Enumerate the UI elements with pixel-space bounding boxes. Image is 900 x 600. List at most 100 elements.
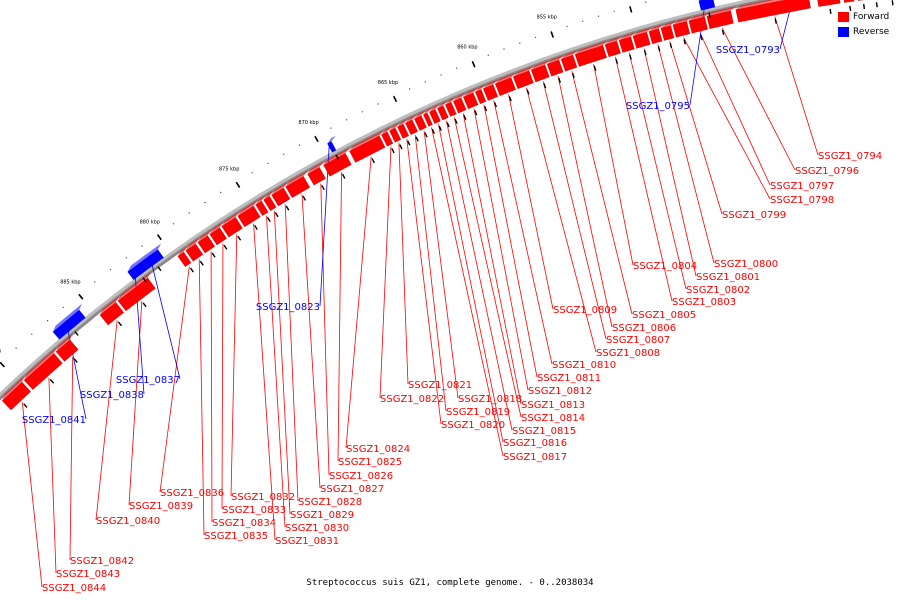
gene-label[interactable]: SSGZ1_0812 <box>528 386 592 397</box>
gene-ssgz1-0844[interactable] <box>1 375 32 411</box>
gene-ssgz1-0807[interactable] <box>530 59 550 89</box>
gene-label[interactable]: SSGZ1_0829 <box>290 510 354 521</box>
gene-forward-unlabeled[interactable] <box>816 0 844 14</box>
gene-label[interactable]: SSGZ1_0802 <box>686 285 750 296</box>
gene-ssgz1-0828[interactable] <box>271 182 291 211</box>
gene-ssgz1-0835[interactable] <box>185 237 204 266</box>
gene-label[interactable]: SSGZ1_0817 <box>503 452 567 463</box>
gene-ssgz1-0821[interactable] <box>388 122 403 150</box>
gene-forward-unlabeled[interactable] <box>856 0 872 10</box>
gene-ssgz1-0834[interactable] <box>197 229 216 258</box>
gene-ssgz1-0823[interactable] <box>327 135 339 160</box>
gene-label[interactable]: SSGZ1_0843 <box>56 569 120 580</box>
gene-ssgz1-0796[interactable] <box>706 6 737 36</box>
gene-ssgz1-0832[interactable] <box>221 211 243 241</box>
gene-ssgz1-0840[interactable] <box>99 296 125 327</box>
gene-label[interactable]: SSGZ1_0842 <box>70 556 134 567</box>
gene-label[interactable]: SSGZ1_0815 <box>512 426 576 437</box>
gene-label[interactable]: SSGZ1_0793 <box>716 45 780 56</box>
gene-ssgz1-0842[interactable] <box>55 333 79 363</box>
gene-label[interactable]: SSGZ1_0821 <box>408 380 472 391</box>
gene-label[interactable]: SSGZ1_0805 <box>632 310 696 321</box>
gene-ssgz1-0826[interactable] <box>307 161 327 191</box>
gene-ssgz1-0820[interactable] <box>396 118 411 146</box>
gene-ssgz1-0830[interactable] <box>255 195 271 222</box>
gene-label[interactable]: SSGZ1_0816 <box>503 438 567 449</box>
gene-label[interactable]: SSGZ1_0833 <box>222 505 286 516</box>
gene-label[interactable]: SSGZ1_0837 <box>116 375 180 386</box>
gene-label[interactable]: SSGZ1_0838 <box>80 390 144 401</box>
gene-label[interactable]: SSGZ1_0794 <box>818 151 882 162</box>
gene-label[interactable]: SSGZ1_0823 <box>256 302 320 313</box>
gene-label[interactable]: SSGZ1_0806 <box>612 323 676 334</box>
gene-ssgz1-0803[interactable] <box>604 36 622 64</box>
gene-ssgz1-0799[interactable] <box>660 20 676 49</box>
gene-label[interactable]: SSGZ1_0825 <box>338 457 402 468</box>
gene-ssgz1-0797[interactable] <box>688 12 711 41</box>
gene-label[interactable]: SSGZ1_0840 <box>96 516 160 527</box>
gene-forward-unlabeled[interactable] <box>842 0 858 11</box>
gene-label[interactable]: SSGZ1_0841 <box>22 415 86 426</box>
gene-ssgz1-0798[interactable] <box>672 16 693 45</box>
gene-forward-unlabeled[interactable] <box>868 0 886 8</box>
gene-label[interactable]: SSGZ1_0798 <box>770 195 834 206</box>
gene-label[interactable]: SSGZ1_0822 <box>380 394 444 405</box>
gene-label[interactable]: SSGZ1_0828 <box>298 497 362 508</box>
gene-ssgz1-0805[interactable] <box>560 50 578 79</box>
gene-ssgz1-0843[interactable] <box>23 347 63 391</box>
gene-ssgz1-0839[interactable] <box>117 271 156 312</box>
gene-label[interactable]: SSGZ1_0827 <box>320 484 384 495</box>
gene-ssgz1-0808[interactable] <box>512 65 534 95</box>
gene-ssgz1-0811[interactable] <box>474 84 488 112</box>
gene-label[interactable]: SSGZ1_0799 <box>722 210 786 221</box>
gene-label[interactable]: SSGZ1_0801 <box>696 272 760 283</box>
gene-label[interactable]: SSGZ1_0831 <box>275 536 339 547</box>
gene-label[interactable]: SSGZ1_0818 <box>458 394 522 405</box>
gene-label[interactable]: SSGZ1_0813 <box>521 400 585 411</box>
gene-label[interactable]: SSGZ1_0835 <box>204 531 268 542</box>
gene-ssgz1-0819[interactable] <box>404 114 419 142</box>
gene-ssgz1-0833[interactable] <box>209 221 228 250</box>
gene-ssgz1-0841[interactable] <box>52 303 86 340</box>
gene-label[interactable]: SSGZ1_0824 <box>346 444 410 455</box>
gene-label[interactable]: SSGZ1_0834 <box>212 518 276 529</box>
gene-ssgz1-0813[interactable] <box>452 92 467 121</box>
gene-ssgz1-0816[interactable] <box>428 103 442 131</box>
gene-ssgz1-0818[interactable] <box>413 110 428 138</box>
gene-label[interactable]: SSGZ1_0800 <box>714 259 778 270</box>
gene-ssgz1-0827[interactable] <box>285 170 311 201</box>
gene-ssgz1-0837[interactable] <box>141 243 165 272</box>
gene-label[interactable]: SSGZ1_0844 <box>42 583 106 594</box>
gene-ssgz1-0815[interactable] <box>436 100 450 128</box>
gene-label[interactable]: SSGZ1_0830 <box>285 523 349 534</box>
gene-label[interactable]: SSGZ1_0796 <box>795 166 859 177</box>
gene-ssgz1-0836[interactable] <box>177 246 194 273</box>
gene-label[interactable]: SSGZ1_0810 <box>552 360 616 371</box>
gene-ssgz1-0806[interactable] <box>546 54 564 83</box>
gene-label[interactable]: SSGZ1_0814 <box>521 413 585 424</box>
gene-ssgz1-0824[interactable] <box>349 130 386 164</box>
gene-label[interactable]: SSGZ1_0807 <box>606 335 670 346</box>
gene-ssgz1-0800[interactable] <box>648 24 664 52</box>
gene-ssgz1-0814[interactable] <box>444 96 458 124</box>
gene-ssgz1-0794[interactable] <box>735 0 814 24</box>
gene-ssgz1-0804[interactable] <box>574 40 608 71</box>
gene-label[interactable]: SSGZ1_0826 <box>329 471 393 482</box>
gene-label[interactable]: SSGZ1_0820 <box>441 420 505 431</box>
gene-forward-unlabeled[interactable] <box>882 0 900 6</box>
gene-ssgz1-0822[interactable] <box>381 126 395 154</box>
gene-label[interactable]: SSGZ1_0808 <box>596 348 660 359</box>
gene-ssgz1-0831[interactable] <box>237 200 261 230</box>
gene-ssgz1-0801[interactable] <box>632 27 652 56</box>
gene-ssgz1-0795[interactable] <box>698 0 719 18</box>
gene-label[interactable]: SSGZ1_0795 <box>626 101 690 112</box>
gene-label[interactable]: SSGZ1_0819 <box>446 407 510 418</box>
gene-label[interactable]: SSGZ1_0809 <box>553 305 617 316</box>
gene-label[interactable]: SSGZ1_0804 <box>633 261 697 272</box>
gene-label[interactable]: SSGZ1_0797 <box>770 181 834 192</box>
gene-label[interactable]: SSGZ1_0832 <box>231 492 295 503</box>
gene-ssgz1-0812[interactable] <box>462 87 479 116</box>
gene-label[interactable]: SSGZ1_0811 <box>537 373 601 384</box>
gene-ssgz1-0810[interactable] <box>482 79 499 108</box>
gene-ssgz1-0802[interactable] <box>618 32 636 60</box>
